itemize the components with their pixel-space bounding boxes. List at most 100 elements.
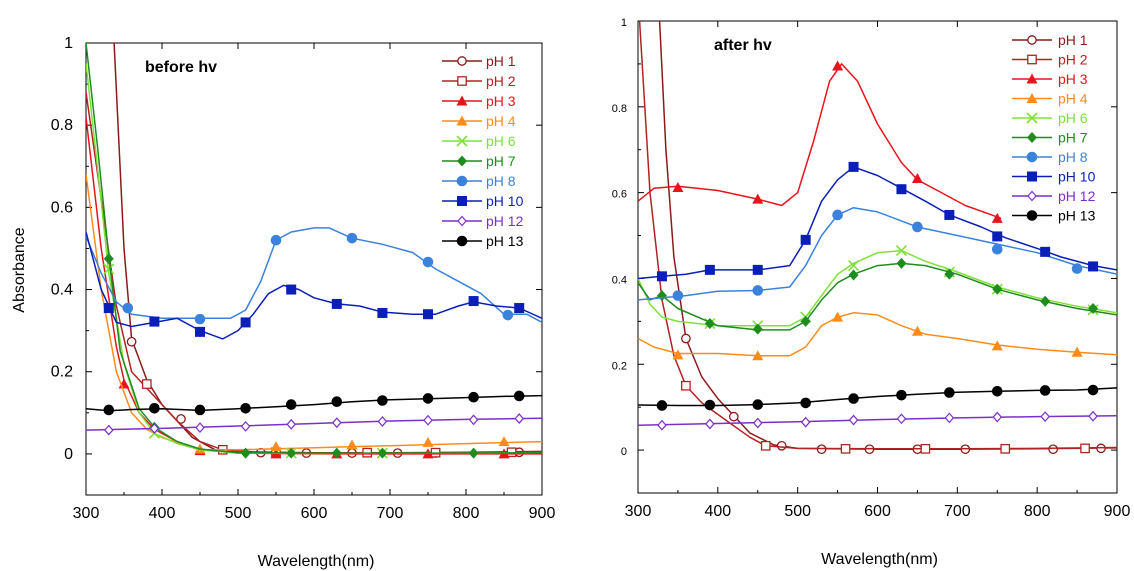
legend-marker	[1026, 112, 1038, 124]
legend-label: pH 8	[486, 173, 516, 189]
data-point	[992, 283, 1003, 295]
data-point	[657, 419, 667, 431]
data-point	[848, 161, 859, 172]
chart-title: after hv	[714, 37, 772, 54]
legend-label: pH 4	[486, 113, 516, 129]
series-line	[638, 415, 1117, 426]
data-point	[728, 411, 739, 422]
data-point	[991, 386, 1003, 397]
data-point	[896, 389, 907, 401]
y-tick-label: 0.2	[51, 364, 73, 381]
data-point	[832, 311, 844, 322]
data-point	[1040, 295, 1051, 307]
data-point	[681, 333, 691, 344]
data-point	[270, 234, 282, 246]
x-tick-label: 600	[864, 503, 891, 520]
data-point	[126, 336, 137, 347]
data-point	[270, 441, 282, 452]
series-ph-10	[638, 161, 1117, 282]
legend-marker	[456, 135, 468, 147]
data-point	[346, 232, 358, 244]
data-point	[704, 399, 716, 411]
data-point	[195, 422, 205, 434]
data-point	[514, 303, 525, 314]
series-ph-2	[638, 21, 1117, 454]
data-point	[752, 193, 764, 204]
legend-label: pH 2	[486, 73, 516, 89]
data-point	[672, 290, 684, 301]
legend-label: pH 1	[1058, 32, 1088, 48]
series-line	[86, 417, 542, 431]
data-point	[1000, 443, 1011, 454]
data-point	[944, 387, 955, 398]
data-point	[895, 244, 908, 257]
x-tick-label: 600	[301, 505, 328, 522]
data-point	[672, 181, 684, 192]
series-ph-6	[638, 244, 1117, 332]
y-axis-label: Absorbance	[11, 227, 28, 312]
data-point	[752, 285, 764, 296]
y-tick-label: 0.2	[612, 360, 627, 372]
series-ph-8	[86, 227, 542, 325]
legend-marker	[1026, 73, 1038, 84]
x-tick-label: 700	[944, 503, 971, 520]
data-point	[103, 303, 114, 314]
data-point	[656, 271, 667, 282]
data-point	[286, 284, 297, 295]
data-point	[286, 418, 297, 430]
data-point	[672, 349, 684, 360]
legend-marker	[456, 235, 468, 247]
plot-area	[638, 21, 1117, 455]
series-line	[638, 387, 1117, 407]
legend-marker	[457, 155, 467, 167]
legend-label: pH 6	[486, 133, 516, 149]
data-point	[848, 393, 859, 404]
data-point	[656, 400, 668, 411]
data-point	[840, 443, 851, 454]
y-tick-label: 0.4	[612, 274, 627, 286]
data-point	[800, 315, 811, 327]
chart-title: before hv	[145, 59, 217, 76]
x-tick-label: 900	[1104, 503, 1131, 520]
y-tick-label: 0	[64, 446, 73, 463]
data-point	[991, 243, 1003, 255]
legend-marker	[457, 196, 467, 206]
data-point	[103, 253, 114, 265]
legend-marker	[456, 175, 468, 187]
y-tick-label: 0.4	[51, 282, 73, 299]
data-point	[502, 309, 514, 321]
x-tick-label: 800	[1024, 503, 1051, 520]
legend-label: pH 3	[1058, 71, 1088, 87]
legend-label: pH 13	[1058, 208, 1096, 224]
data-point	[911, 325, 923, 336]
series-ph-10	[86, 231, 542, 340]
y-tick-label: 1	[621, 17, 627, 29]
data-point	[240, 402, 251, 414]
data-point	[1048, 444, 1058, 455]
data-point	[832, 60, 844, 71]
legend-label: pH 13	[486, 233, 524, 249]
data-point	[896, 184, 907, 195]
data-point	[240, 317, 251, 328]
legend-marker	[457, 215, 467, 227]
data-point	[514, 413, 525, 424]
legend-label: pH 7	[486, 153, 516, 169]
data-point	[1087, 384, 1099, 396]
legend-label: pH 8	[1058, 149, 1088, 165]
legend-marker	[1026, 151, 1038, 163]
series-ph-13	[638, 384, 1117, 411]
data-point	[1088, 261, 1099, 272]
data-point	[331, 447, 342, 459]
data-point	[991, 340, 1003, 351]
data-point	[752, 323, 763, 335]
data-point	[752, 417, 763, 429]
data-point	[513, 390, 525, 402]
data-point	[195, 326, 205, 337]
series-ph-7	[638, 257, 1117, 335]
data-point	[944, 209, 955, 220]
data-point	[422, 436, 434, 447]
legend-marker	[1026, 210, 1038, 221]
data-point	[346, 439, 358, 450]
data-point	[800, 397, 811, 409]
